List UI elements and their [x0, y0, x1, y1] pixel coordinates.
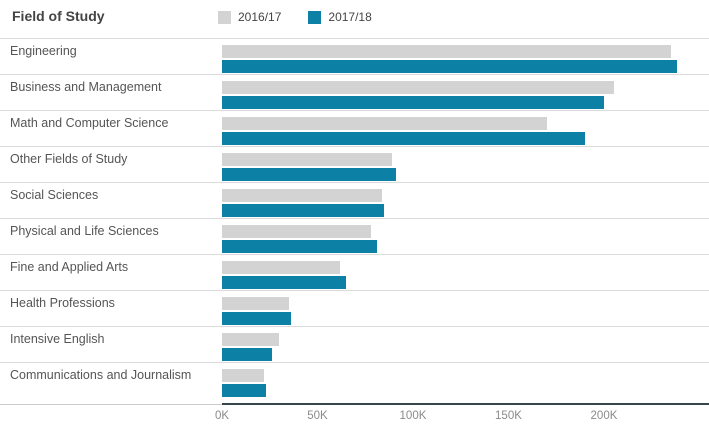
category-label: Engineering	[10, 44, 77, 58]
bar-2016-17[interactable]	[222, 45, 671, 58]
category-row: Social Sciences	[0, 182, 709, 218]
bar-2017-18[interactable]	[222, 132, 585, 145]
x-tick-label: 200K	[590, 410, 618, 422]
legend-label-2017-18: 2017/18	[328, 10, 372, 24]
category-row: Other Fields of Study	[0, 146, 709, 182]
bar-2017-18[interactable]	[222, 276, 347, 289]
category-row: Communications and Journalism	[0, 362, 709, 398]
category-row: Health Professions	[0, 290, 709, 326]
legend-swatch-2016-17	[218, 10, 231, 24]
bar-2017-18[interactable]	[222, 384, 266, 397]
category-label: Intensive English	[10, 332, 105, 346]
bar-2016-17[interactable]	[222, 225, 371, 238]
bar-2016-17[interactable]	[222, 81, 614, 94]
bar-2016-17[interactable]	[222, 189, 383, 202]
legend-item-2016-17[interactable]: 2016/17	[218, 10, 281, 24]
category-row: Math and Computer Science	[0, 110, 709, 146]
bar-2016-17[interactable]	[222, 153, 392, 166]
category-label: Health Professions	[10, 296, 115, 310]
bar-2016-17[interactable]	[222, 369, 265, 382]
bar-2017-18[interactable]	[222, 348, 272, 361]
row-plot-area	[222, 111, 709, 146]
axis-baseline	[222, 403, 709, 405]
legend-item-2017-18[interactable]: 2017/18	[308, 10, 372, 24]
bar-2017-18[interactable]	[222, 60, 677, 73]
bar-2017-18[interactable]	[222, 168, 396, 181]
x-tick-label: 50K	[307, 410, 328, 422]
category-label: Other Fields of Study	[10, 152, 128, 166]
axis-baseline-left	[0, 404, 222, 405]
bar-2016-17[interactable]	[222, 297, 289, 310]
category-label: Fine and Applied Arts	[10, 260, 129, 274]
category-label: Physical and Life Sciences	[10, 224, 159, 238]
row-plot-area	[222, 39, 709, 74]
category-row: Business and Management	[0, 74, 709, 110]
row-plot-area	[222, 183, 709, 218]
x-tick-label: 100K	[399, 410, 427, 422]
row-plot-area	[222, 255, 709, 290]
bar-2017-18[interactable]	[222, 96, 604, 109]
row-plot-area	[222, 363, 709, 398]
chart-title: Field of Study	[12, 8, 105, 24]
category-row: Intensive English	[0, 326, 709, 362]
bar-2016-17[interactable]	[222, 333, 280, 346]
legend: 2016/17 2017/18	[218, 10, 399, 24]
bar-2017-18[interactable]	[222, 204, 385, 217]
legend-label-2016-17: 2016/17	[238, 10, 282, 24]
x-tick-label: 150K	[495, 410, 522, 422]
category-label: Math and Computer Science	[10, 116, 169, 130]
category-row: Engineering	[0, 38, 709, 74]
row-plot-area	[222, 75, 709, 110]
category-label: Business and Management	[10, 80, 162, 94]
bar-2016-17[interactable]	[222, 117, 547, 130]
bar-2017-18[interactable]	[222, 240, 377, 253]
category-row: Physical and Life Sciences	[0, 218, 709, 254]
x-tick-label: 0K	[214, 410, 230, 422]
category-label: Social Sciences	[10, 188, 99, 202]
row-plot-area	[222, 147, 709, 182]
category-label: Communications and Journalism	[10, 368, 192, 382]
x-axis: 0K 50K 100K 150K 200K	[0, 398, 709, 426]
bar-2016-17[interactable]	[222, 261, 341, 274]
row-plot-area	[222, 327, 709, 362]
row-plot-area	[222, 219, 709, 254]
chart-header: Field of Study 2016/17 2017/18	[0, 0, 709, 38]
category-row: Fine and Applied Arts	[0, 254, 709, 290]
legend-swatch-2017-18	[308, 10, 322, 24]
bar-rows: Engineering Business and Management Math…	[0, 38, 709, 398]
bar-2017-18[interactable]	[222, 312, 291, 325]
row-plot-area	[222, 291, 709, 326]
